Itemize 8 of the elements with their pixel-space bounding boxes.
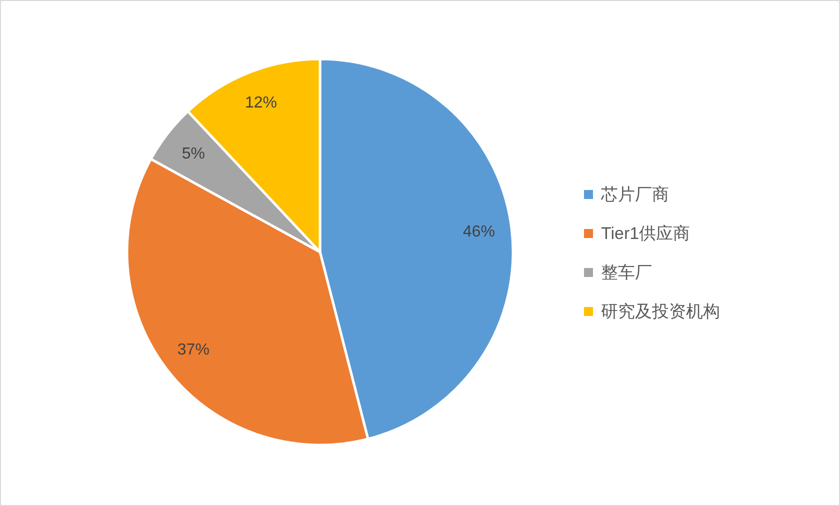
data-label: 46% <box>462 223 495 240</box>
legend-label: 芯片厂商 <box>601 184 669 206</box>
legend-label: 研究及投资机构 <box>601 301 720 323</box>
data-label: 12% <box>245 94 278 112</box>
data-label: 37% <box>177 342 210 359</box>
legend-label: 整车厂 <box>601 262 652 284</box>
legend-label: Tier1供应商 <box>601 223 690 245</box>
data-label: 5% <box>182 145 205 162</box>
